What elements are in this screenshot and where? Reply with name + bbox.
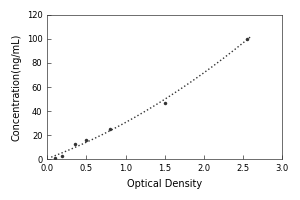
X-axis label: Optical Density: Optical Density (127, 179, 202, 189)
Y-axis label: Concentration(ng/mL): Concentration(ng/mL) (11, 33, 21, 141)
